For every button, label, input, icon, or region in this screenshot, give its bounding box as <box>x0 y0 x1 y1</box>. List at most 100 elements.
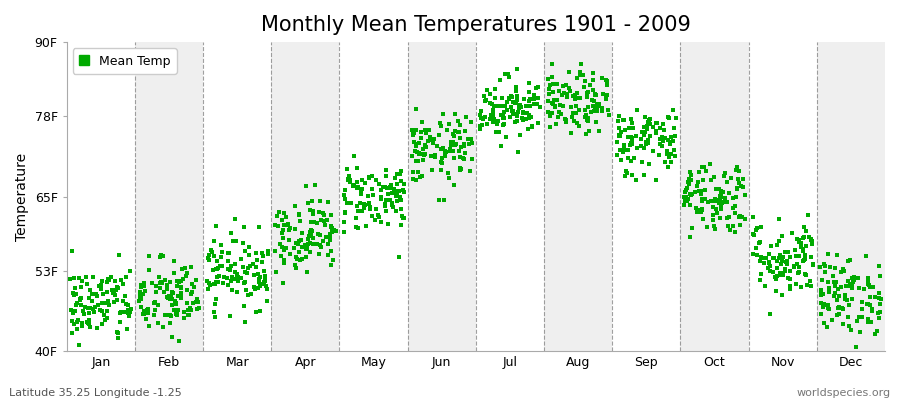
Point <box>491 118 505 124</box>
Point <box>66 310 80 316</box>
Point <box>864 319 878 326</box>
Point <box>636 132 651 138</box>
Bar <box>544 42 612 351</box>
Point <box>531 84 545 90</box>
Point <box>276 222 291 229</box>
Point <box>70 319 85 325</box>
Point <box>586 70 600 76</box>
Point <box>389 189 403 196</box>
Point <box>512 103 526 109</box>
Point <box>653 124 668 131</box>
Point <box>201 286 215 292</box>
Point <box>182 312 196 318</box>
Point <box>256 253 271 259</box>
Point <box>407 130 421 136</box>
Point <box>396 215 410 222</box>
Point <box>313 198 328 204</box>
Point <box>836 266 850 272</box>
Point <box>489 128 503 135</box>
Point <box>65 318 79 324</box>
Point <box>569 110 583 116</box>
Point <box>380 185 394 192</box>
Point <box>157 324 171 330</box>
Point <box>289 265 303 271</box>
Point <box>493 112 508 118</box>
Point <box>224 278 238 284</box>
Point <box>283 224 297 231</box>
Point <box>620 170 634 176</box>
Point <box>524 114 538 120</box>
Point <box>473 122 488 129</box>
Point <box>643 132 657 139</box>
Point <box>69 302 84 308</box>
Point <box>639 141 653 148</box>
Point <box>759 255 773 262</box>
Point <box>818 269 832 275</box>
Point <box>247 272 261 278</box>
Point <box>82 321 96 327</box>
Point <box>735 214 750 220</box>
Point <box>451 118 465 124</box>
Point <box>341 175 356 182</box>
Point <box>527 92 542 98</box>
Point <box>772 238 787 244</box>
Point <box>356 205 371 211</box>
Point <box>868 331 883 338</box>
Point <box>433 120 447 126</box>
Point <box>590 108 605 115</box>
Point <box>272 209 286 216</box>
Point <box>155 280 169 286</box>
Point <box>208 296 222 302</box>
Point <box>454 165 468 172</box>
Point <box>161 295 176 301</box>
Point <box>562 88 577 94</box>
Point <box>525 124 539 130</box>
Point <box>779 258 794 264</box>
Point <box>472 126 487 132</box>
Point <box>166 334 180 340</box>
Point <box>690 183 705 190</box>
Point <box>796 235 810 241</box>
Point <box>798 271 813 277</box>
Point <box>123 306 138 312</box>
Point <box>423 134 437 140</box>
Point <box>418 130 433 136</box>
Point <box>544 110 559 116</box>
Point <box>100 289 114 295</box>
Point <box>292 211 307 218</box>
Point <box>274 253 289 260</box>
Point <box>840 297 854 304</box>
Point <box>269 213 284 220</box>
Point <box>94 321 109 328</box>
Point <box>802 234 816 241</box>
Point <box>616 145 631 152</box>
Point <box>496 113 510 119</box>
Point <box>379 172 393 179</box>
Point <box>230 278 245 284</box>
Point <box>495 103 509 110</box>
Point <box>780 258 795 265</box>
Point <box>106 289 121 296</box>
Point <box>845 296 859 302</box>
Point <box>610 152 625 158</box>
Point <box>384 182 399 188</box>
Point <box>635 159 650 165</box>
Point <box>80 281 94 287</box>
Point <box>522 103 536 110</box>
Point <box>414 134 428 141</box>
Point <box>774 261 788 267</box>
Point <box>303 249 318 255</box>
Point <box>761 259 776 265</box>
Point <box>682 190 697 197</box>
Point <box>354 188 368 194</box>
Point <box>73 295 87 302</box>
Point <box>846 278 860 284</box>
Point <box>733 212 747 219</box>
Point <box>791 270 806 276</box>
Point <box>698 168 713 174</box>
Point <box>385 200 400 206</box>
Point <box>75 320 89 326</box>
Point <box>796 258 810 264</box>
Point <box>582 82 597 89</box>
Point <box>432 196 446 203</box>
